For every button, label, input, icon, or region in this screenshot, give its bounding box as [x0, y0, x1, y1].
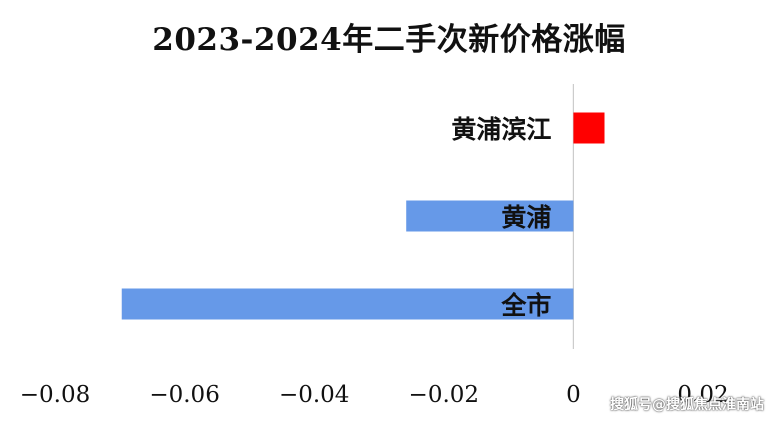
category-label-2: 黄浦 — [501, 203, 551, 232]
bar-1 — [573, 112, 605, 144]
x-tick-label-2: −0.06 — [149, 382, 219, 408]
watermark-text: 搜狐号@搜狐焦点淮南站 — [610, 397, 764, 413]
category-label-3: 全市 — [500, 291, 551, 320]
x-tick-label-5: 0 — [566, 382, 581, 408]
category-label-1: 黄浦滨江 — [451, 115, 551, 144]
x-tick-label-1: −0.08 — [20, 382, 90, 408]
chart-title: 2023-2024年二手次新价格涨幅 — [152, 22, 626, 58]
x-tick-label-4: −0.02 — [409, 382, 479, 408]
x-tick-label-3: −0.04 — [279, 382, 349, 408]
x-tick-label-6: 0.02 — [677, 382, 728, 408]
bar-2 — [406, 200, 574, 232]
bar-3 — [121, 288, 574, 320]
